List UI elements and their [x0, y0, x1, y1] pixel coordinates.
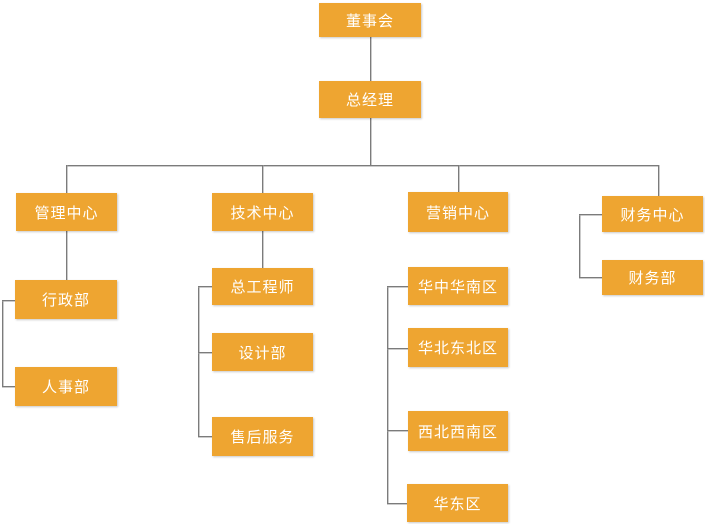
connector-main-rail [66, 165, 658, 166]
bracket-management-rail [2, 300, 3, 386]
org-node-management-center: 管理中心 [16, 193, 117, 231]
bracket-stub-central-south [387, 286, 408, 287]
org-node-after-sales-service: 售后服务 [212, 417, 313, 456]
bracket-stub-finance-dept [579, 277, 602, 278]
bracket-stub-finance-center [579, 214, 602, 215]
connector-gm-riser [370, 118, 371, 165]
org-node-tech-center: 技术中心 [212, 193, 313, 231]
bracket-stub-north-northeast [387, 348, 408, 349]
org-node-board: 董事会 [319, 3, 421, 37]
connector-board-to-gm [370, 37, 371, 81]
org-node-admin-dept: 行政部 [15, 280, 117, 319]
bracket-tech-rail [198, 286, 199, 437]
org-node-design-dept: 设计部 [212, 333, 313, 371]
org-node-finance-center: 财务中心 [602, 196, 703, 232]
connector-drop-management-center [66, 165, 67, 193]
bracket-stub-after-sales [198, 436, 212, 437]
org-node-general-manager: 总经理 [319, 81, 421, 118]
bracket-stub-design-dept [198, 352, 212, 353]
bracket-stub-admin-dept [2, 300, 15, 301]
bracket-stub-east-china [387, 503, 407, 504]
bracket-stub-chief-engineer [198, 286, 212, 287]
org-node-east-china-region: 华东区 [407, 484, 508, 522]
org-node-marketing-center: 营销中心 [408, 192, 508, 232]
bracket-stub-hr-dept [2, 386, 15, 387]
org-node-hr-dept: 人事部 [15, 367, 117, 406]
org-node-central-south-region: 华中华南区 [408, 267, 508, 305]
connector-tech-to-chief-engineer [262, 231, 263, 268]
connector-drop-marketing-center [458, 165, 459, 192]
connector-drop-finance-center [658, 165, 659, 196]
bracket-marketing-rail [387, 286, 388, 503]
org-node-north-northeast-region: 华北东北区 [408, 328, 508, 367]
bracket-stub-northwest-southwest [387, 430, 408, 431]
org-node-finance-dept: 财务部 [602, 260, 703, 295]
bracket-finance-rail [579, 214, 580, 278]
connector-drop-tech-center [262, 165, 263, 193]
org-node-chief-engineer: 总工程师 [212, 268, 313, 305]
connector-management-to-admin [66, 231, 67, 280]
org-node-northwest-southwest-region: 西北西南区 [408, 411, 508, 451]
